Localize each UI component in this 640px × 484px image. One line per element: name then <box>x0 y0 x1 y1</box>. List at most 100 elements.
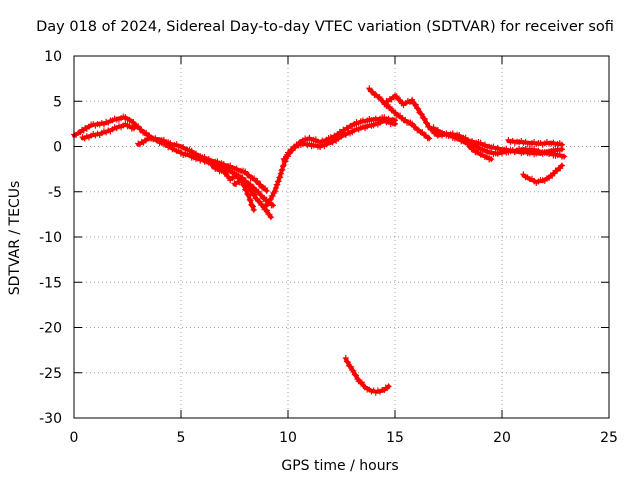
data-point <box>138 126 145 133</box>
data-point <box>250 206 257 213</box>
y-tick-label: 0 <box>53 140 62 156</box>
y-tick-label: 5 <box>53 94 62 110</box>
data-point <box>348 364 355 371</box>
data-point <box>122 113 129 120</box>
data-point <box>366 85 373 92</box>
data-point <box>279 166 286 173</box>
data-point <box>243 187 250 194</box>
data-point <box>412 101 419 108</box>
x-axis-label: GPS time / hours <box>281 458 398 474</box>
data-point <box>347 363 354 370</box>
y-tick-label: -25 <box>39 366 62 382</box>
x-tick-label: 10 <box>279 430 297 446</box>
data-point <box>392 117 398 124</box>
data-point <box>251 191 258 198</box>
data-point <box>426 123 433 130</box>
data-point <box>275 178 282 185</box>
data-point <box>385 383 392 390</box>
data-point <box>222 169 229 176</box>
y-tick-label: -15 <box>39 275 62 291</box>
data-point <box>558 141 565 148</box>
data-point <box>269 192 276 199</box>
data-point <box>351 371 358 378</box>
data-point <box>277 170 284 177</box>
chart-title: Day 018 of 2024, Sidereal Day-to-day VTE… <box>36 19 614 35</box>
data-point <box>265 200 272 207</box>
data-point <box>349 367 356 374</box>
data-point <box>237 176 244 183</box>
data-point <box>344 359 351 366</box>
data-point <box>280 163 287 170</box>
x-tick-label: 5 <box>177 430 186 446</box>
data-point <box>240 181 247 188</box>
y-tick-label: -5 <box>48 185 62 201</box>
data-point <box>409 120 416 127</box>
data-point <box>358 379 365 386</box>
data-point <box>245 191 252 198</box>
data-point <box>423 119 430 126</box>
data-point <box>393 93 400 100</box>
data-point <box>246 196 253 203</box>
x-tick-label: 15 <box>386 430 404 446</box>
data-point <box>424 120 431 127</box>
data-point <box>422 132 429 139</box>
data-point <box>242 168 249 175</box>
data-point <box>415 105 422 112</box>
data-point <box>264 207 271 214</box>
data-point <box>241 182 248 189</box>
y-axis-label: SDTVAR / TECUs <box>7 181 23 296</box>
y-tick-label: -10 <box>39 230 62 246</box>
data-point <box>397 97 404 104</box>
data-point <box>272 188 279 195</box>
data-point <box>409 96 416 103</box>
data-point <box>386 103 393 110</box>
data-point <box>249 203 256 210</box>
data-point <box>419 129 426 136</box>
x-tick-label: 25 <box>600 430 618 446</box>
data-point <box>263 187 270 194</box>
data-point <box>274 181 281 188</box>
data-point <box>426 135 433 142</box>
data-point <box>277 174 284 181</box>
data-point <box>248 187 255 194</box>
data-point <box>561 153 568 160</box>
data-point <box>245 171 252 178</box>
data-point <box>466 143 473 150</box>
y-tick-label: 10 <box>44 49 62 65</box>
data-point <box>238 177 245 184</box>
data-point <box>411 100 418 107</box>
data-point <box>257 181 264 188</box>
data-point <box>369 88 376 95</box>
grid <box>74 56 609 418</box>
data-point <box>254 178 261 185</box>
data-point <box>256 198 263 205</box>
data-point <box>376 94 383 101</box>
data-point <box>353 372 360 379</box>
data-point <box>225 173 232 180</box>
data-point <box>418 111 425 118</box>
data-point <box>520 171 527 178</box>
data-point <box>350 367 357 374</box>
data-point <box>247 197 254 204</box>
data-point <box>488 156 495 163</box>
data-point <box>270 202 277 209</box>
data-points <box>71 85 568 396</box>
data-point <box>130 119 137 126</box>
data-point <box>262 206 269 213</box>
data-point <box>362 383 369 390</box>
data-point <box>255 188 262 195</box>
data-point <box>245 192 252 199</box>
data-point <box>265 211 272 218</box>
data-point <box>470 146 477 153</box>
ticks: 0 5 10 15 20 25 -30 -25 -20 -15 -10 -5 0 5 10 <box>39 49 618 446</box>
data-point <box>267 195 274 202</box>
data-point <box>258 192 265 199</box>
data-point <box>130 125 137 132</box>
data-point <box>558 162 565 169</box>
data-point <box>421 116 428 123</box>
data-point <box>272 184 279 191</box>
data-point <box>397 112 404 119</box>
